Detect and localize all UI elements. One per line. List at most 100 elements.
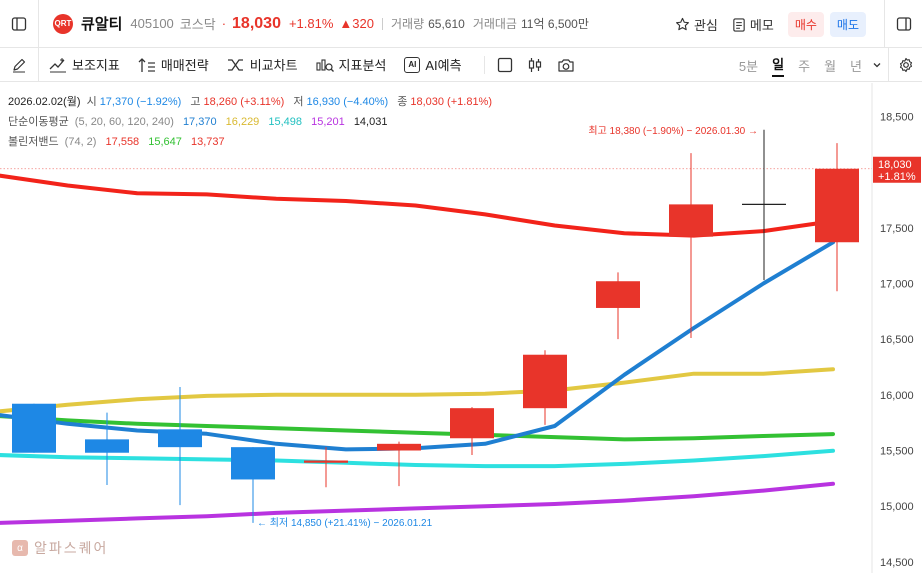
ma20-line bbox=[0, 367, 835, 414]
candle-body[interactable] bbox=[377, 443, 421, 451]
bb-label: 볼린저밴드 bbox=[8, 136, 59, 148]
tab-week[interactable]: 주 bbox=[798, 58, 811, 74]
candle-body[interactable] bbox=[450, 408, 494, 439]
tab-day[interactable]: 일 bbox=[772, 54, 785, 77]
volume-label: 거래량 bbox=[390, 17, 425, 31]
strategy-menu[interactable]: 매매전략 bbox=[138, 55, 209, 74]
live-dot: · bbox=[221, 16, 227, 31]
watermark-text: 알파스퀘어 bbox=[34, 540, 109, 556]
candle-body[interactable] bbox=[815, 168, 859, 243]
bb-params: (74, 2) bbox=[64, 136, 97, 148]
favorite-label: 관심 bbox=[693, 17, 718, 33]
strategy-label: 매매전략 bbox=[160, 58, 209, 73]
stock-code: 405100 bbox=[130, 16, 174, 31]
current-price-badge-price: 18,030 bbox=[878, 159, 912, 171]
candle-body[interactable] bbox=[12, 403, 56, 453]
ma5-value: 17,370 bbox=[182, 116, 217, 128]
bb-lower-value: 13,737 bbox=[190, 136, 225, 148]
high-annotation: 최고 18,380 (−1.90%) − 2026.01.30 → bbox=[588, 125, 758, 137]
high-value: 18,260 (+3.11%) bbox=[203, 96, 285, 108]
ma-params: (5, 20, 60, 120, 240) bbox=[74, 116, 174, 128]
sell-button[interactable]: 매도 bbox=[829, 11, 866, 37]
y-tick-label: 14,500 bbox=[880, 557, 914, 569]
amount-label: 거래대금 bbox=[472, 17, 517, 31]
candle-body[interactable] bbox=[669, 204, 713, 237]
buy-button[interactable]: 매수 bbox=[787, 11, 824, 37]
indicator-label: 보조지표 bbox=[72, 58, 120, 73]
candle-type-button[interactable] bbox=[527, 57, 543, 73]
close-label: 종 bbox=[397, 96, 408, 108]
close-value: 18,030 (+1.81%) bbox=[410, 96, 492, 108]
analysis-menu[interactable]: 지표분석 bbox=[315, 55, 387, 74]
y-tick-label: 15,500 bbox=[880, 446, 914, 458]
indicator-icon bbox=[49, 57, 66, 72]
bb-info[interactable]: 볼린저밴드 (74, 2) 17,558 15,647 13,737 bbox=[8, 133, 228, 149]
indicator-menu[interactable]: 보조지표 bbox=[49, 55, 120, 74]
camera-icon bbox=[557, 58, 574, 72]
candlestick-icon bbox=[528, 57, 541, 72]
low-value: 16,930 (−4.40%) bbox=[306, 96, 389, 108]
stock-name[interactable]: 큐알티 bbox=[81, 16, 123, 33]
y-tick-label: 16,000 bbox=[880, 390, 914, 402]
alphasquare-logo-icon: α bbox=[12, 540, 28, 556]
chevron-down-icon[interactable] bbox=[872, 60, 882, 70]
timeframe-tabs: 5분 일 주 월 년 bbox=[725, 48, 882, 82]
stock-logo: QRT bbox=[53, 13, 73, 34]
candle-body[interactable] bbox=[231, 447, 275, 480]
low-annotation: ← 최저 14,850 (+21.41%) − 2026.01.21 bbox=[257, 517, 433, 529]
bb-middle-value: 15,647 bbox=[148, 136, 182, 148]
ma60-line bbox=[0, 414, 835, 442]
ai-predict-menu[interactable]: AI AI예측 bbox=[404, 55, 462, 74]
analysis-label: 지표분석 bbox=[338, 58, 387, 73]
compare-menu[interactable]: 비교차트 bbox=[227, 55, 298, 74]
current-price-badge bbox=[873, 156, 921, 183]
panel-toggle-button[interactable] bbox=[884, 0, 922, 48]
favorite-button[interactable]: 관심 bbox=[675, 15, 718, 34]
low-label: 저 bbox=[293, 96, 304, 108]
pencil-icon bbox=[13, 58, 26, 72]
change-percent: +1.81% bbox=[288, 16, 334, 31]
y-tick-label: 17,000 bbox=[880, 278, 914, 290]
settings-button[interactable] bbox=[888, 48, 922, 82]
sidebar-icon bbox=[11, 16, 27, 31]
ma240-value: 14,031 bbox=[353, 116, 388, 128]
candle-body[interactable] bbox=[304, 460, 348, 463]
memo-button[interactable]: 메모 bbox=[732, 15, 774, 34]
chart-toolbar: 보조지표 매매전략 비교차트 지표분석 AI AI예측 5분 일 주 월 년 bbox=[0, 47, 922, 82]
price-chart[interactable]: 14,500 15,000 15,500 16,000 16,500 17,000 17,5… bbox=[0, 83, 922, 573]
memo-icon bbox=[733, 17, 745, 32]
y-tick-label: 16,500 bbox=[880, 334, 914, 346]
memo-label: 메모 bbox=[749, 17, 774, 33]
ai-icon: AI bbox=[404, 56, 421, 73]
candle-body[interactable] bbox=[158, 429, 202, 448]
strategy-icon bbox=[138, 57, 155, 72]
screenshot-button[interactable] bbox=[557, 57, 575, 73]
volume-value: 65,610 bbox=[428, 16, 465, 31]
compare-icon bbox=[227, 58, 243, 71]
ma5-line bbox=[0, 240, 835, 452]
ma120-value: 15,201 bbox=[311, 116, 345, 128]
open-label: 시 bbox=[86, 96, 97, 108]
ma-label: 단순이동평균 bbox=[8, 116, 69, 128]
ma60-value: 15,498 bbox=[268, 116, 303, 128]
bb-lower-line bbox=[0, 481, 835, 525]
compare-label: 비교차트 bbox=[249, 58, 298, 73]
candle-body[interactable] bbox=[523, 354, 567, 409]
high-label: 고 bbox=[190, 96, 201, 108]
draw-tool-button[interactable] bbox=[0, 48, 38, 82]
candle-body[interactable] bbox=[596, 281, 640, 308]
y-tick-label: 17,500 bbox=[880, 223, 914, 235]
tab-5min[interactable]: 5분 bbox=[738, 58, 759, 74]
candle-body[interactable] bbox=[85, 439, 129, 453]
ma20-value: 16,229 bbox=[225, 116, 260, 128]
ohlc-info: 2026.02.02(월) 시 17,370 (−1.92%) 고 18,260 (… bbox=[8, 93, 495, 109]
layout-button[interactable] bbox=[497, 57, 513, 73]
sidebar-toggle-button[interactable] bbox=[0, 0, 38, 48]
panel-icon bbox=[896, 17, 911, 31]
ma-info[interactable]: 단순이동평균 (5, 20, 60, 120, 240) 17,370 16,2… bbox=[8, 113, 390, 129]
change-amount: ▲320 bbox=[339, 16, 374, 31]
tab-month[interactable]: 월 bbox=[824, 58, 837, 74]
y-tick-label: 18,500 bbox=[880, 111, 914, 123]
market-name: 코스닥 bbox=[179, 17, 216, 32]
tab-year[interactable]: 년 bbox=[850, 58, 862, 74]
